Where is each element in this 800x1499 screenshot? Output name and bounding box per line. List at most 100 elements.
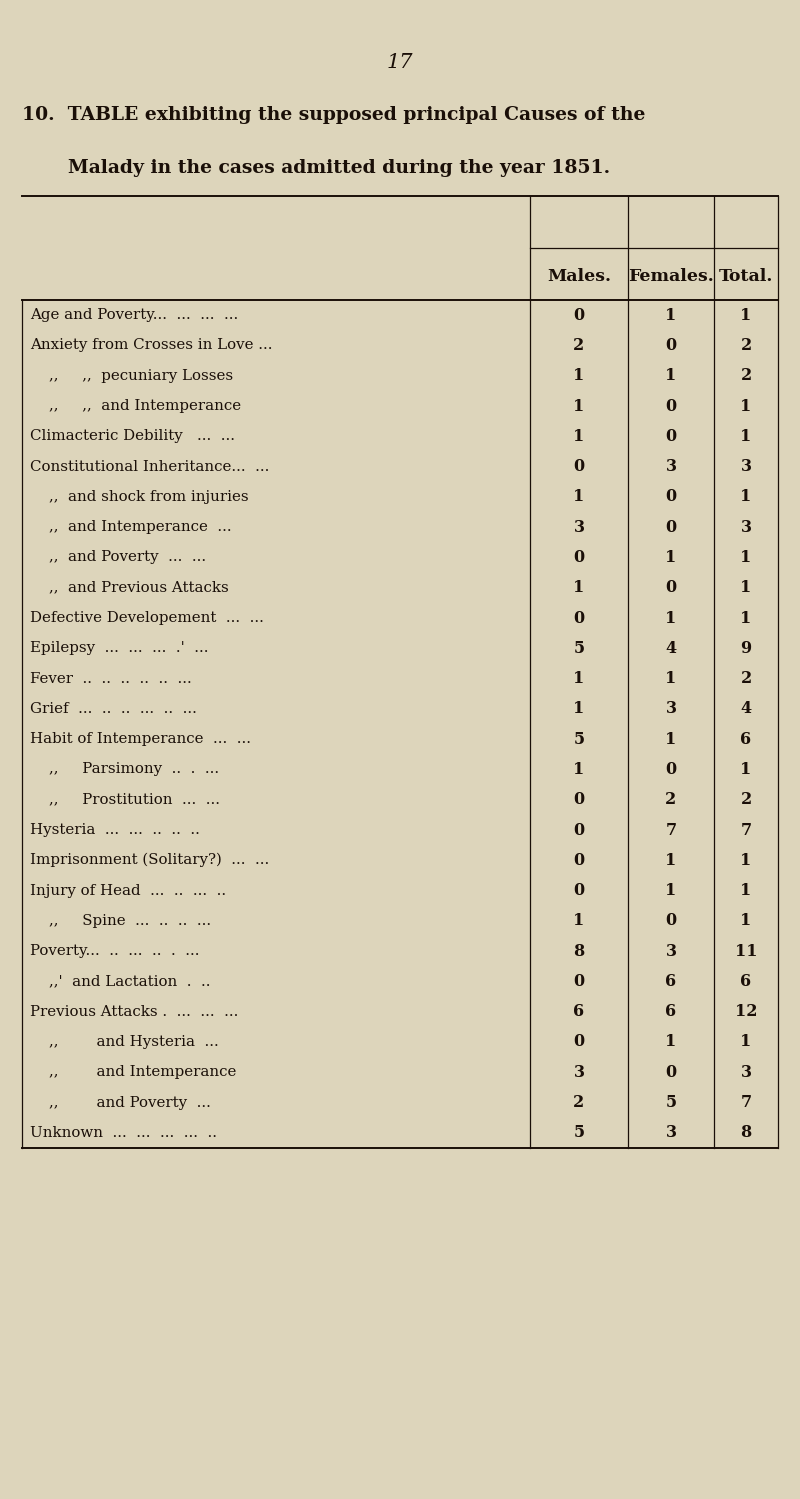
- Text: Injury of Head  ...  ..  ...  ..: Injury of Head ... .. ... ..: [30, 883, 226, 898]
- Text: Imprisonment (Solitary?)  ...  ...: Imprisonment (Solitary?) ... ...: [30, 853, 270, 868]
- Text: ,,'  and Lactation  .  ..: ,,' and Lactation . ..: [30, 974, 210, 988]
- Text: 11: 11: [734, 943, 758, 959]
- Text: ,,     ,,  pecuniary Losses: ,, ,, pecuniary Losses: [30, 369, 233, 382]
- Text: 0: 0: [666, 519, 677, 535]
- Text: 5: 5: [666, 1094, 677, 1111]
- Text: 0: 0: [574, 610, 585, 627]
- Text: Climacteric Debility   ...  ...: Climacteric Debility ... ...: [30, 429, 235, 444]
- Text: 1: 1: [666, 670, 677, 687]
- Text: ,,     Prostitution  ...  ...: ,, Prostitution ... ...: [30, 793, 220, 806]
- Text: 0: 0: [574, 549, 585, 567]
- Text: 1: 1: [574, 367, 585, 384]
- Text: 9: 9: [741, 640, 751, 657]
- Text: 3: 3: [666, 459, 677, 475]
- Text: 0: 0: [666, 337, 677, 354]
- Text: Anxiety from Crosses in Love ...: Anxiety from Crosses in Love ...: [30, 339, 273, 352]
- Text: ,,        and Intemperance: ,, and Intemperance: [30, 1066, 236, 1079]
- Text: ,,  and Poverty  ...  ...: ,, and Poverty ... ...: [30, 550, 206, 565]
- Text: 0: 0: [666, 761, 677, 778]
- Text: 0: 0: [574, 851, 585, 869]
- Text: 0: 0: [574, 791, 585, 808]
- Text: 3: 3: [574, 519, 585, 535]
- Text: 1: 1: [666, 851, 677, 869]
- Text: 3: 3: [574, 1064, 585, 1081]
- Text: 0: 0: [666, 489, 677, 505]
- Text: ,,  and Previous Attacks: ,, and Previous Attacks: [30, 580, 229, 595]
- Text: Total.: Total.: [719, 267, 773, 285]
- Text: 0: 0: [574, 881, 585, 899]
- Text: 0: 0: [574, 459, 585, 475]
- Text: 1: 1: [740, 397, 752, 415]
- Text: 2: 2: [666, 791, 677, 808]
- Text: Females.: Females.: [628, 267, 714, 285]
- Text: ,,     ,,  and Intemperance: ,, ,, and Intemperance: [30, 399, 241, 414]
- Text: Unknown  ...  ...  ...  ...  ..: Unknown ... ... ... ... ..: [30, 1126, 217, 1139]
- Text: 3: 3: [741, 519, 751, 535]
- Text: Habit of Intemperance  ...  ...: Habit of Intemperance ... ...: [30, 732, 251, 747]
- Text: 6: 6: [574, 1003, 585, 1021]
- Text: Fever  ..  ..  ..  ..  ..  ...: Fever .. .. .. .. .. ...: [30, 672, 192, 685]
- Text: Poverty...  ..  ...  ..  .  ...: Poverty... .. ... .. . ...: [30, 944, 199, 958]
- Text: 5: 5: [574, 1124, 585, 1141]
- Text: 1: 1: [574, 761, 585, 778]
- Text: Males.: Males.: [547, 267, 611, 285]
- Text: ,,  and shock from injuries: ,, and shock from injuries: [30, 490, 249, 504]
- Text: 2: 2: [740, 367, 752, 384]
- Text: 1: 1: [666, 549, 677, 567]
- Text: 7: 7: [741, 1094, 751, 1111]
- Text: Age and Poverty...  ...  ...  ...: Age and Poverty... ... ... ...: [30, 309, 238, 322]
- Text: 17: 17: [386, 52, 414, 72]
- Text: 1: 1: [666, 307, 677, 324]
- Text: ,,  and Intemperance  ...: ,, and Intemperance ...: [30, 520, 232, 534]
- Text: Hysteria  ...  ...  ..  ..  ..: Hysteria ... ... .. .. ..: [30, 823, 200, 836]
- Text: 1: 1: [740, 489, 752, 505]
- Text: 1: 1: [740, 851, 752, 869]
- Text: 1: 1: [666, 367, 677, 384]
- Text: 6: 6: [666, 1003, 677, 1021]
- Text: 1: 1: [740, 610, 752, 627]
- Text: Grief  ...  ..  ..  ...  ..  ...: Grief ... .. .. ... .. ...: [30, 702, 197, 717]
- Text: 1: 1: [740, 579, 752, 597]
- Text: 6: 6: [741, 973, 751, 989]
- Text: 2: 2: [574, 337, 585, 354]
- Text: 1: 1: [740, 913, 752, 929]
- Text: 5: 5: [574, 730, 585, 748]
- Text: 0: 0: [666, 397, 677, 415]
- Text: 1: 1: [666, 881, 677, 899]
- Text: 4: 4: [666, 640, 677, 657]
- Text: 1: 1: [740, 1033, 752, 1051]
- Text: 1: 1: [740, 307, 752, 324]
- Text: 4: 4: [741, 700, 751, 718]
- Text: ,,        and Hysteria  ...: ,, and Hysteria ...: [30, 1034, 218, 1049]
- Text: 3: 3: [741, 459, 751, 475]
- Text: 6: 6: [741, 730, 751, 748]
- Text: 1: 1: [740, 427, 752, 445]
- Text: 3: 3: [741, 1064, 751, 1081]
- Text: 1: 1: [740, 549, 752, 567]
- Text: 1: 1: [574, 670, 585, 687]
- Text: 1: 1: [740, 761, 752, 778]
- Text: 0: 0: [574, 973, 585, 989]
- Text: 7: 7: [741, 821, 751, 838]
- Text: 2: 2: [740, 337, 752, 354]
- Text: 1: 1: [574, 397, 585, 415]
- Text: ,,     Spine  ...  ..  ..  ...: ,, Spine ... .. .. ...: [30, 914, 211, 928]
- Text: 1: 1: [740, 881, 752, 899]
- Text: 2: 2: [740, 670, 752, 687]
- Text: ,,        and Poverty  ...: ,, and Poverty ...: [30, 1096, 211, 1109]
- Text: 0: 0: [666, 579, 677, 597]
- Text: Previous Attacks .  ...  ...  ...: Previous Attacks . ... ... ...: [30, 1004, 238, 1019]
- Text: 8: 8: [574, 943, 585, 959]
- Text: 1: 1: [666, 1033, 677, 1051]
- Text: 1: 1: [574, 489, 585, 505]
- Text: 1: 1: [574, 913, 585, 929]
- Text: Epilepsy  ...  ...  ...  .'  ...: Epilepsy ... ... ... .' ...: [30, 642, 209, 655]
- Text: Malady in the cases admitted during the year 1851.: Malady in the cases admitted during the …: [68, 159, 610, 177]
- Text: 0: 0: [666, 913, 677, 929]
- Text: 0: 0: [574, 1033, 585, 1051]
- Text: 0: 0: [666, 1064, 677, 1081]
- Text: 12: 12: [734, 1003, 758, 1021]
- Text: Defective Developement  ...  ...: Defective Developement ... ...: [30, 612, 264, 625]
- Text: 1: 1: [666, 730, 677, 748]
- Text: 8: 8: [740, 1124, 752, 1141]
